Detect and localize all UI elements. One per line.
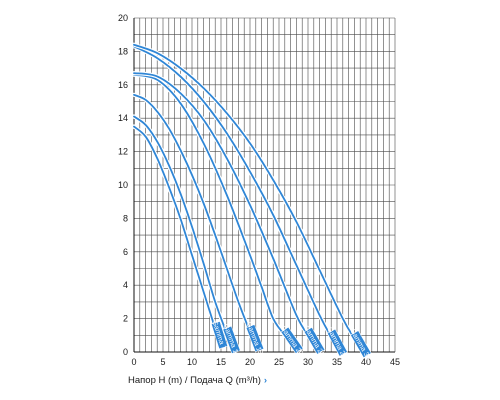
x-tick-label: 20 — [245, 357, 255, 367]
x-tick-label: 35 — [332, 357, 342, 367]
series-line — [133, 93, 251, 333]
x-tick-label: 0 — [131, 357, 136, 367]
y-tick-label: 2 — [123, 314, 128, 324]
x-tick-label: 10 — [187, 357, 197, 367]
series-label: Gamma 22 — [302, 325, 326, 359]
series-line — [133, 72, 309, 337]
x-tick-label: 25 — [274, 357, 284, 367]
series-line — [133, 73, 286, 337]
series-label-box — [280, 326, 304, 354]
x-axis-caption: Напор H (m) / Подача Q (m³/h) › — [128, 375, 267, 386]
x-tick-label: 30 — [303, 357, 313, 367]
x-tick-label: 5 — [160, 357, 165, 367]
series-label-box — [350, 330, 372, 359]
series-label-box — [210, 320, 229, 350]
x-tick-label: 15 — [216, 357, 226, 367]
x-axis-label: Напор H (m) / Подача Q (m³/h) — [128, 375, 261, 386]
y-tick-label: 14 — [118, 113, 128, 123]
y-tick-label: 10 — [118, 180, 128, 190]
series-line — [133, 125, 217, 330]
series-line — [133, 43, 356, 340]
y-tick-label: 4 — [123, 280, 128, 290]
series-label-box — [222, 325, 241, 355]
y-tick-label: 0 — [123, 347, 128, 357]
y-tick-label: 12 — [118, 147, 128, 157]
series-label-box — [326, 328, 348, 357]
y-tick-label: 6 — [123, 247, 128, 257]
series-label-text: Gamma 15 — [245, 321, 264, 356]
y-tick-label: 20 — [118, 13, 128, 23]
chevron-right-icon: › — [263, 375, 268, 386]
y-tick-label: 16 — [118, 80, 128, 90]
series-label: Gamma 28 — [325, 326, 348, 360]
y-tick-label: 18 — [118, 46, 128, 56]
x-tick-label: 40 — [361, 357, 371, 367]
x-tick-label: 45 — [390, 357, 400, 367]
series-label: Gamma 15 — [245, 321, 265, 356]
series-line — [133, 45, 333, 338]
y-tick-label: 8 — [123, 213, 128, 223]
series-label-box — [303, 326, 326, 355]
series-label-box — [245, 324, 265, 353]
series-lines — [132, 42, 357, 341]
series-line — [133, 115, 228, 335]
